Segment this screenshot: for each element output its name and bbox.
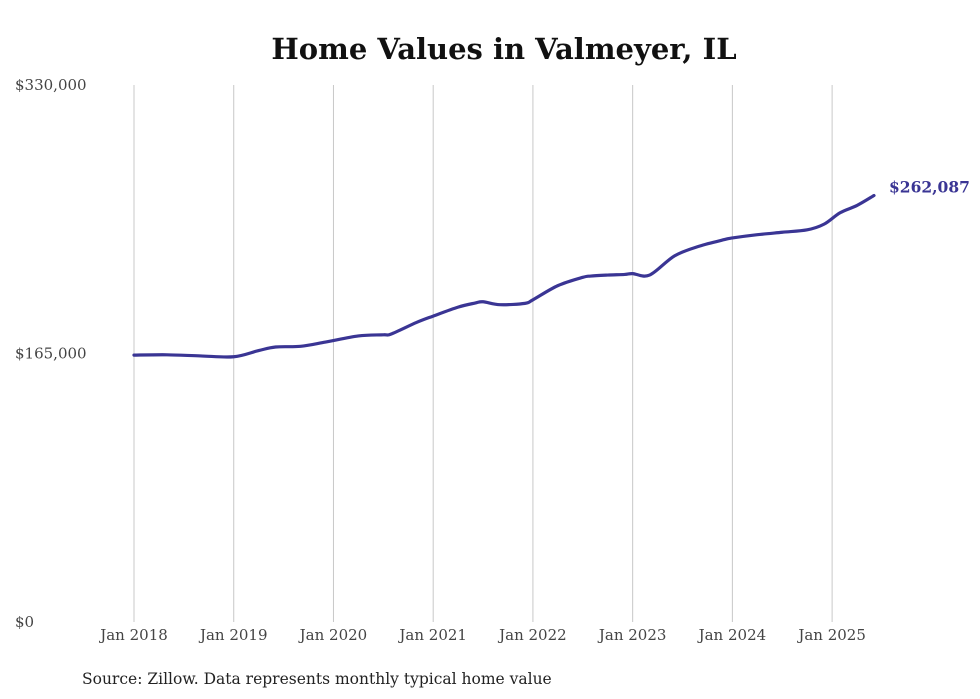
x-tick-label-6: Jan 2024	[697, 626, 767, 644]
y-tick-label-0: $0	[15, 613, 34, 631]
x-tick-label-2: Jan 2020	[298, 626, 368, 644]
x-tick-label-0: Jan 2018	[98, 626, 168, 644]
y-tick-label-2: $330,000	[15, 76, 87, 94]
x-tick-label-1: Jan 2019	[198, 626, 268, 644]
source-note: Source: Zillow. Data represents monthly …	[82, 670, 552, 688]
series-line-home-value	[132, 193, 876, 359]
y-tick-label-1: $165,000	[15, 345, 87, 363]
x-axis-ticks: Jan 2018 Jan 2019 Jan 2020 Jan 2021 Jan 2022…	[98, 626, 866, 644]
x-tick-label-4: Jan 2022	[497, 626, 567, 644]
x-tick-label-3: Jan 2021	[397, 626, 467, 644]
x-tick-label-5: Jan 2023	[597, 626, 667, 644]
x-tick-label-7: Jan 2025	[796, 626, 866, 644]
gridlines	[133, 85, 833, 622]
y-axis-ticks: $0 $165,000 $330,000	[15, 76, 87, 631]
chart-title: Home Values in Valmeyer, IL	[271, 32, 736, 66]
end-value-label: $262,087	[889, 178, 970, 197]
